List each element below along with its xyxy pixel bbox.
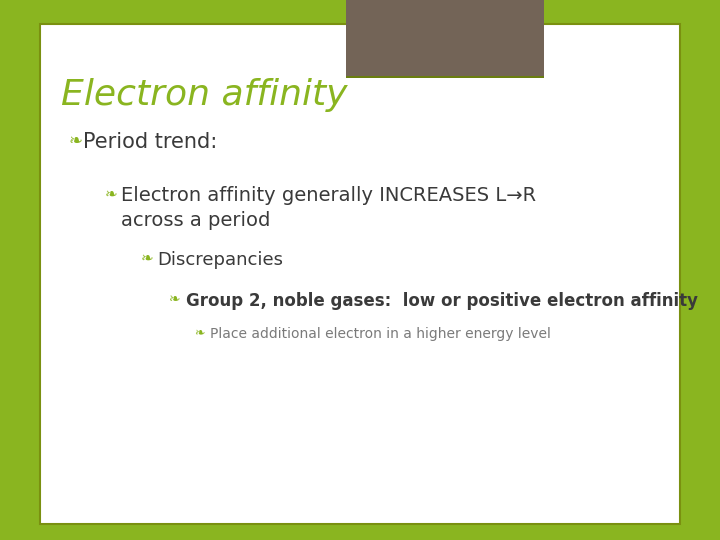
FancyBboxPatch shape [346,0,544,76]
Text: ❧: ❧ [104,186,117,201]
Text: ❧: ❧ [194,327,205,340]
FancyBboxPatch shape [346,76,544,78]
Text: ❧: ❧ [169,292,181,306]
Text: ❧: ❧ [140,251,153,266]
Text: Electron affinity: Electron affinity [61,78,348,112]
Text: Discrepancies: Discrepancies [157,251,283,269]
Text: Electron affinity generally INCREASES L→R
across a period: Electron affinity generally INCREASES L→… [121,186,536,230]
Text: ❧: ❧ [68,132,82,150]
Text: Place additional electron in a higher energy level: Place additional electron in a higher en… [210,327,551,341]
FancyBboxPatch shape [40,24,680,524]
Text: Group 2, noble gases:  low or positive electron affinity: Group 2, noble gases: low or positive el… [186,292,698,309]
Text: Period trend:: Period trend: [83,132,217,152]
